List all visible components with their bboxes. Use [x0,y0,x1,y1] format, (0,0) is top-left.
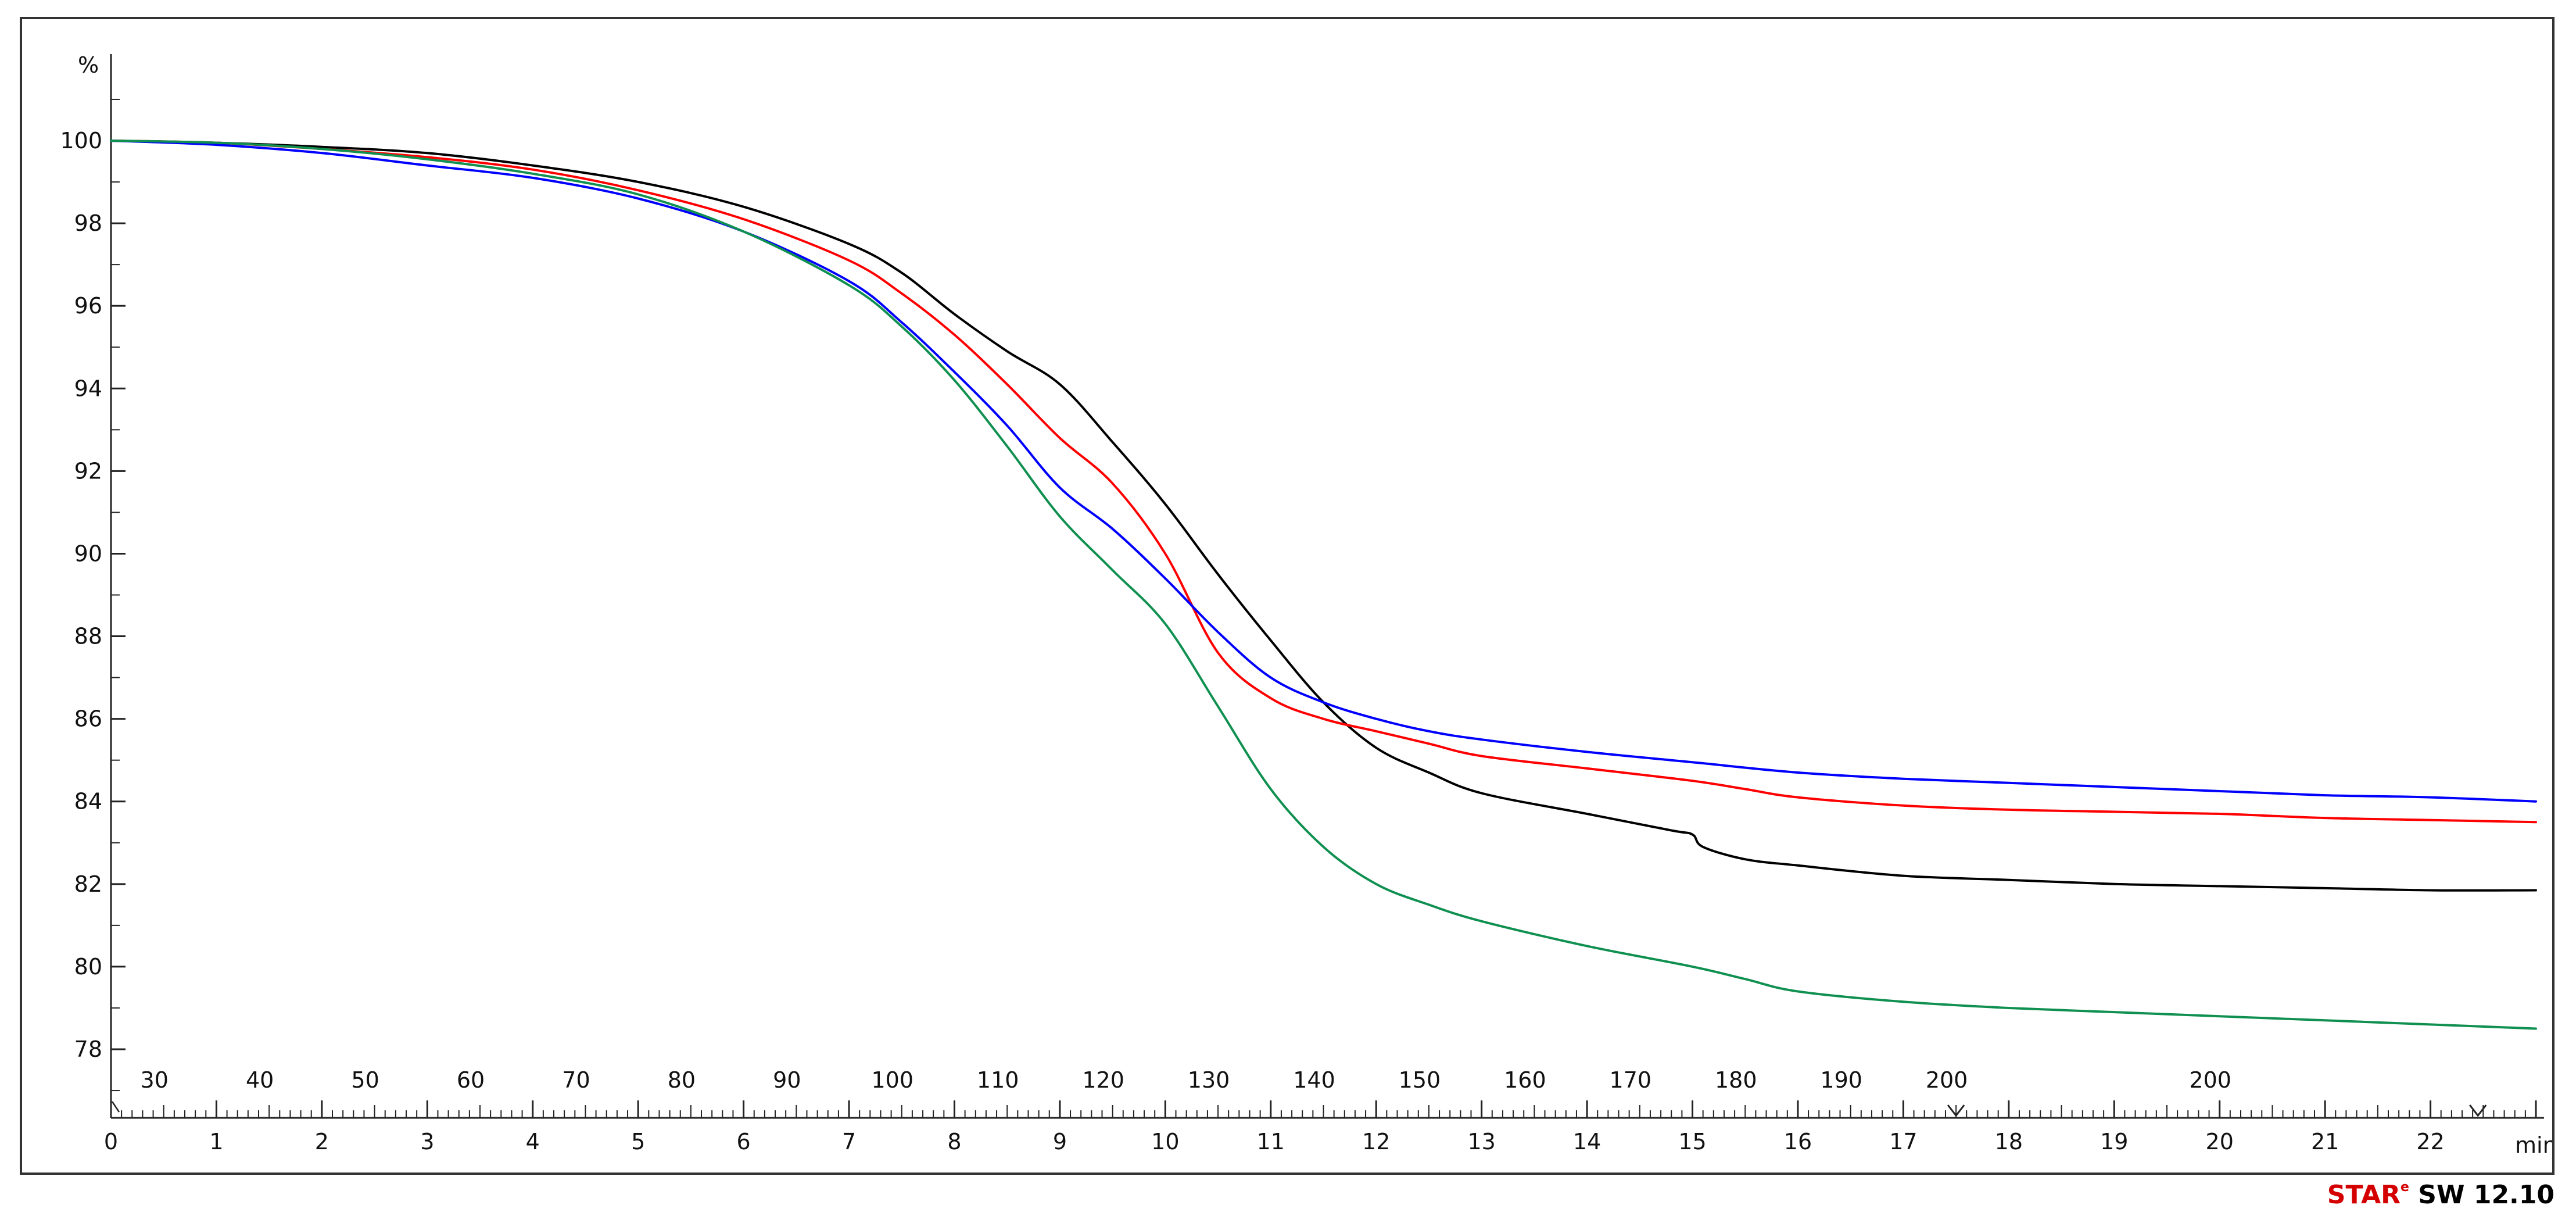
x-tick-label: 13 [1467,1129,1495,1154]
series-line-2 [110,140,2537,824]
x-axis: 0 1 2 3 4 5 6 7 8 9 10 11 12 13 14 15 16 17 18 19 20 21 22 [104,1100,2544,1154]
temperature-label: 170 [1610,1067,1652,1093]
temperature-label: 160 [1504,1067,1546,1093]
y-tick-label: 90 [74,541,102,566]
y-tick-label: 78 [74,1036,102,1062]
temperature-label: 180 [1715,1067,1757,1093]
y-axis: 100 98 96 94 92 90 88 86 84 82 80 78 [60,54,126,1118]
temperature-label: 110 [977,1067,1019,1093]
x-tick-label: 3 [420,1129,434,1154]
series-line-4 [110,140,2537,1030]
y-tick-label: 80 [74,954,102,980]
x-tick-label: 1 [209,1129,223,1154]
temperature-label: 70 [562,1067,590,1093]
x-tick-label: 14 [1573,1129,1601,1154]
x-tick-label: 20 [2206,1129,2234,1154]
brand-version: SW 12.10 [2418,1180,2554,1210]
brand-dot: e [2401,1180,2409,1195]
temperature-label: 140 [1293,1067,1335,1093]
temperature-label: 190 [1820,1067,1862,1093]
software-brand: STARe SW 12.10 [2327,1180,2554,1213]
x-tick-label: 2 [315,1129,329,1154]
x-tick-label: 6 [737,1129,751,1154]
y-tick-label: 88 [74,624,102,649]
x-tick-label: 11 [1257,1129,1285,1154]
temperature-label: 80 [668,1067,696,1093]
x-tick-label: 18 [1995,1129,2023,1154]
x-tick-label: 21 [2311,1129,2339,1154]
temperature-label: 30 [141,1067,169,1093]
x-axis-label: min [2515,1132,2552,1158]
temperature-label: 150 [1399,1067,1441,1093]
temperature-label: 130 [1188,1067,1230,1093]
x-tick-label: 12 [1362,1129,1390,1154]
x-tick-label: 4 [526,1129,540,1154]
segment-marker [1947,1104,1965,1117]
y-tick-label: 96 [74,293,102,319]
temperature-label: 40 [246,1067,274,1093]
axis-start-marker [111,1101,120,1113]
x-tick-label: 19 [2100,1129,2128,1154]
temperature-label: 100 [871,1067,913,1093]
x-tick-label: 16 [1784,1129,1812,1154]
y-axis-label: % [78,52,99,78]
temperature-label: 200 [1926,1067,1968,1093]
x-tick-label: 9 [1053,1129,1067,1154]
temperature-label: 200 [2189,1067,2231,1093]
x-tick-label: 15 [1678,1129,1706,1154]
temperature-label: 60 [457,1067,485,1093]
series-line-3 [110,140,2537,803]
x-tick-label: 5 [631,1129,645,1154]
temperature-axis: 30 40 50 60 70 80 90 100 110 120 130 140 150 160 170 18… [141,1067,2487,1117]
x-tick-label: 22 [2416,1129,2444,1154]
y-tick-label: 82 [74,871,102,897]
y-tick-label: 98 [74,210,102,236]
x-tick-label: 17 [1889,1129,1917,1154]
temperature-label: 90 [773,1067,801,1093]
y-tick-label: 86 [74,706,102,732]
y-tick-label: 94 [74,376,102,401]
x-tick-label: 7 [842,1129,856,1154]
temperature-label: 50 [351,1067,379,1093]
series-line-1 [110,140,2537,892]
temperature-label: 120 [1082,1067,1124,1093]
series-layer [110,140,2537,1030]
x-tick-label: 8 [947,1129,961,1154]
x-tick-label: 0 [104,1129,118,1154]
y-tick-label: 100 [60,128,102,153]
segment-marker [2469,1104,2487,1117]
y-tick-label: 84 [74,789,102,814]
chart-frame: 100 98 96 94 92 90 88 86 84 82 80 78 0 1 2 3 4 5 6 7 8 9 10 11… [20,17,2554,1175]
y-tick-label: 92 [74,458,102,484]
x-tick-label: 10 [1151,1129,1179,1154]
brand-star: STAR [2327,1180,2401,1210]
